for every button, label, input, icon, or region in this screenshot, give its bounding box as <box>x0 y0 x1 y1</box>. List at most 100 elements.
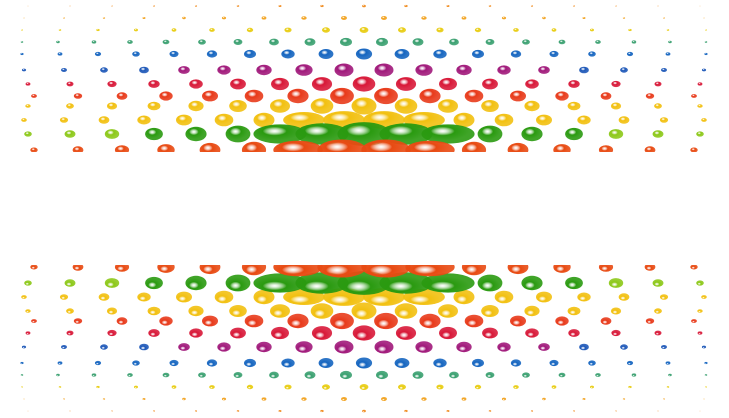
sphere <box>577 115 591 125</box>
sphere <box>398 27 406 33</box>
sphere <box>57 361 63 365</box>
sphere <box>233 39 243 45</box>
sphere <box>439 77 457 91</box>
sphere <box>269 371 279 379</box>
sphere <box>436 27 444 33</box>
sphere <box>61 345 67 349</box>
sphere <box>56 373 60 377</box>
sphere <box>295 64 313 76</box>
sphere <box>456 341 472 353</box>
sphere <box>182 16 186 20</box>
sphere <box>697 82 703 86</box>
sphere <box>464 314 484 328</box>
sphere <box>555 91 569 101</box>
sphere <box>631 373 637 377</box>
sphere <box>217 342 231 352</box>
sphere <box>310 98 334 114</box>
sphere <box>376 370 388 380</box>
sphere <box>58 386 62 388</box>
sphere <box>644 146 656 152</box>
sphere <box>497 65 511 75</box>
sphere <box>25 331 31 335</box>
sphere <box>64 130 76 138</box>
sphere <box>697 331 703 335</box>
sphere <box>318 49 334 59</box>
sphere <box>236 5 240 7</box>
sphere <box>644 265 656 271</box>
sphere <box>341 397 347 401</box>
sphere <box>600 317 612 325</box>
sphere <box>361 139 411 152</box>
sphere <box>690 265 698 270</box>
sphere <box>225 274 251 292</box>
sphere <box>659 294 669 300</box>
sphere <box>590 385 594 389</box>
sphere <box>244 314 264 328</box>
sphere <box>111 410 113 412</box>
sphere <box>73 93 83 99</box>
sphere <box>510 90 526 102</box>
sphere <box>626 360 634 366</box>
sphere <box>24 131 32 137</box>
sphere <box>261 16 267 20</box>
sphere <box>433 358 447 368</box>
sphere <box>600 92 612 100</box>
sphere <box>610 307 622 315</box>
sphere <box>361 265 411 278</box>
sphere <box>705 29 707 31</box>
sphere <box>176 114 192 126</box>
sphere <box>703 398 705 400</box>
sphere <box>379 272 433 294</box>
sphere <box>610 102 622 110</box>
sphere <box>549 359 559 367</box>
sphere <box>23 17 25 19</box>
sphere <box>94 360 102 366</box>
sphere <box>311 326 333 340</box>
sphere <box>25 309 31 313</box>
sphere <box>555 316 569 326</box>
sphere <box>21 345 27 349</box>
sphere <box>453 112 475 128</box>
sphere <box>229 100 247 112</box>
sphere <box>157 265 175 273</box>
sphere <box>157 144 175 152</box>
sphere <box>668 373 672 377</box>
sphere <box>159 91 173 101</box>
sphere <box>696 131 704 137</box>
sphere <box>421 124 475 144</box>
sphere <box>330 87 354 105</box>
sphere <box>551 28 557 32</box>
sphere <box>153 410 155 412</box>
sphere <box>590 28 594 32</box>
sphere <box>284 27 292 33</box>
sphere <box>398 384 406 390</box>
sphere <box>611 80 621 88</box>
sphere <box>691 94 697 98</box>
sphere <box>691 319 697 323</box>
sphere <box>69 410 71 412</box>
sphere <box>461 397 467 401</box>
sphere <box>394 98 418 114</box>
sphere <box>663 17 665 19</box>
sphere <box>66 103 74 109</box>
sphere <box>116 92 128 100</box>
sphere <box>611 329 621 337</box>
sphere <box>536 114 552 126</box>
sphere <box>139 343 149 351</box>
sphere <box>494 290 514 304</box>
sphere <box>513 385 519 389</box>
sphere <box>438 304 458 318</box>
sphere <box>169 50 179 58</box>
sphere <box>510 50 522 58</box>
sphere <box>330 312 354 330</box>
sphere <box>553 144 571 152</box>
sphere <box>24 280 32 286</box>
sphere <box>513 28 519 32</box>
sphere <box>337 271 391 295</box>
sphere <box>253 289 275 305</box>
sphere <box>507 142 529 152</box>
sphere <box>178 343 190 351</box>
sphere <box>100 67 108 73</box>
sphere <box>553 265 571 273</box>
sphere <box>111 5 113 7</box>
